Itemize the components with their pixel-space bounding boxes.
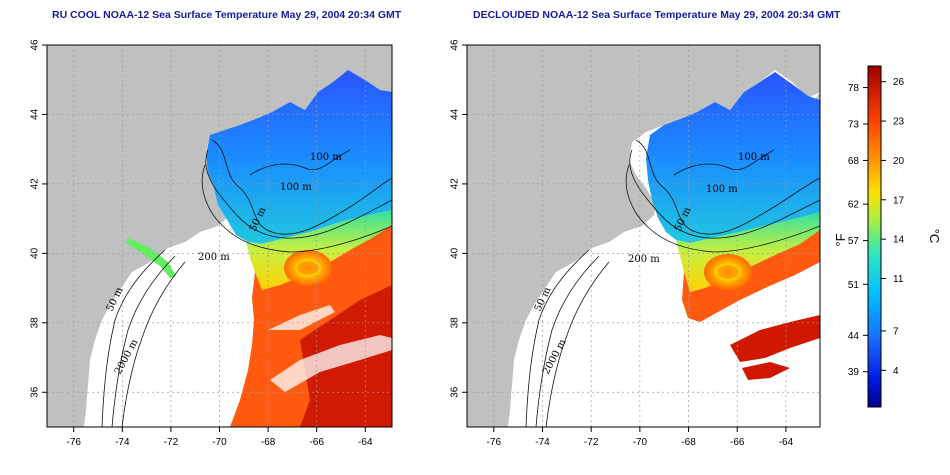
celsius-tick-label: 14 xyxy=(893,235,905,246)
fahrenheit-tick-label: 57 xyxy=(848,236,860,247)
left-y-tick-label: 42 xyxy=(30,178,41,190)
left-bathymetry-contours xyxy=(101,139,392,427)
right-axes: -76 -74 -72 -70 -68 -66 -64 36 38 40 42 44 46 xyxy=(450,39,794,448)
left-warm-eddy xyxy=(284,250,332,286)
left-eddy-ring xyxy=(295,259,321,277)
celsius-tick-label: 7 xyxy=(893,326,899,337)
left-label-100m-north: 100 m xyxy=(310,152,342,163)
right-y-tick-label: 40 xyxy=(450,247,461,259)
left-x-tick-label: -72 xyxy=(164,437,179,448)
left-slope-water xyxy=(246,210,392,290)
fahrenheit-tick-label: 78 xyxy=(848,83,860,94)
right-warm-patches xyxy=(730,315,820,380)
right-eddy-ring xyxy=(715,263,741,281)
right-bathymetry-contours xyxy=(525,139,820,427)
left-y-tick-label: 36 xyxy=(30,386,41,398)
celsius-tick-label: 20 xyxy=(893,156,905,167)
right-y-tick-label: 46 xyxy=(450,39,461,51)
left-cloud-streaks xyxy=(268,305,392,392)
celsius-tick-label: 23 xyxy=(893,117,905,128)
right-y-tick-label: 36 xyxy=(450,386,461,398)
left-y-tick-label: 40 xyxy=(30,247,41,259)
left-map-title: RU COOL NOAA-12 Sea Surface Temperature … xyxy=(52,9,402,21)
right-y-tick-label: 38 xyxy=(450,317,461,329)
left-x-tick-label: -64 xyxy=(358,437,373,448)
left-x-tick-label: -66 xyxy=(309,437,324,448)
temperature-colorbar: 26 23 20 17 14 11 7 4 78 73 68 62 57 51 44 39 °F °C xyxy=(833,65,942,408)
left-x-tick-label: -68 xyxy=(261,437,276,448)
left-x-tick-label: -70 xyxy=(212,437,227,448)
fahrenheit-tick-label: 73 xyxy=(848,119,860,130)
right-plot-frame xyxy=(466,44,821,428)
fahrenheit-tick-label: 51 xyxy=(848,280,860,291)
left-y-tick-label: 46 xyxy=(30,39,41,51)
fahrenheit-tick-label: 68 xyxy=(848,156,860,167)
fahrenheit-tick-label: 39 xyxy=(848,367,860,378)
left-label-200m: 200 m xyxy=(198,252,230,263)
celsius-tick-label: 11 xyxy=(893,274,904,285)
celsius-tick-label: 4 xyxy=(893,366,899,377)
left-x-tick-label: -76 xyxy=(66,437,81,448)
left-label-100m: 100 m xyxy=(280,182,312,193)
right-map-title: DECLOUDED NOAA-12 Sea Surface Temperatur… xyxy=(473,9,841,21)
right-grid xyxy=(467,45,820,427)
fahrenheit-tick-label: 44 xyxy=(848,331,860,342)
right-x-tick-label: -66 xyxy=(730,437,745,448)
fahrenheit-tick-label: 62 xyxy=(848,200,860,211)
left-land-mass xyxy=(47,45,392,427)
left-axes: -76 -74 -72 -70 -68 -66 -64 36 38 40 42 44 46 xyxy=(30,39,373,448)
right-map-panel: 50 m 2000 m 200 m 100 m 100 m 50 m -76 -7… xyxy=(450,39,821,448)
right-warm-eddy xyxy=(704,254,752,290)
left-map-panel: 50 m 2000 m 200 m 100 m 100 m 50 m -76 -7… xyxy=(30,39,393,448)
celsius-unit-label: °C xyxy=(927,229,942,244)
colorbar-gradient xyxy=(867,65,882,408)
celsius-tick-label: 17 xyxy=(893,195,905,206)
left-x-tick-label: -74 xyxy=(115,437,130,448)
right-label-100m-north: 100 m xyxy=(738,152,770,163)
fahrenheit-unit-label: °F xyxy=(833,233,848,246)
left-gulf-of-maine-water xyxy=(206,70,392,244)
right-x-tick-label: -68 xyxy=(681,437,696,448)
right-x-tick-label: -72 xyxy=(584,437,599,448)
right-y-tick-label: 44 xyxy=(450,108,461,120)
right-x-tick-label: -76 xyxy=(487,437,502,448)
right-x-tick-label: -70 xyxy=(633,437,648,448)
celsius-tick-label: 26 xyxy=(893,77,905,88)
left-y-tick-label: 44 xyxy=(30,108,41,120)
right-x-tick-label: -64 xyxy=(779,437,794,448)
right-x-tick-label: -74 xyxy=(535,437,550,448)
right-label-100m: 100 m xyxy=(706,184,738,195)
left-y-tick-label: 38 xyxy=(30,317,41,329)
right-y-tick-label: 42 xyxy=(450,178,461,190)
left-grid xyxy=(47,45,392,427)
right-label-200m: 200 m xyxy=(628,254,660,265)
right-land-mass xyxy=(467,45,820,427)
right-gulf-of-maine-water xyxy=(646,72,820,243)
colorbar-ticks: 26 23 20 17 14 11 7 4 78 73 68 62 57 51 44 39 xyxy=(848,77,905,378)
